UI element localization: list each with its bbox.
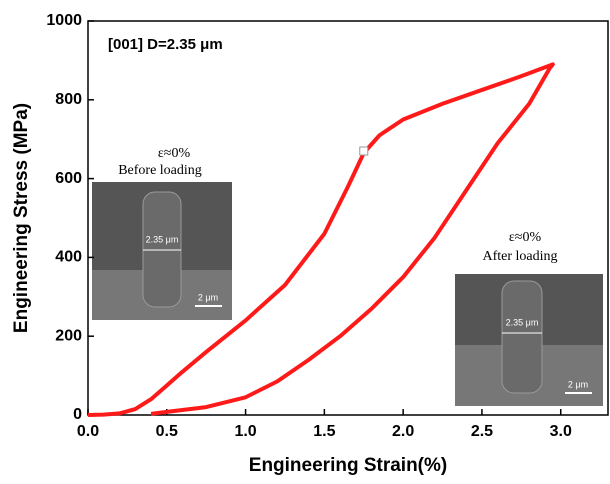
stress-strain-curve [87,62,555,417]
x-tick-label: 3.0 [550,423,572,440]
x-tick-label: 0.5 [156,423,178,440]
y-tick-label: 1000 [46,12,82,29]
inset-label: ε≈0% [509,230,542,245]
y-tick-label: 400 [55,249,82,266]
y-tick-label: 800 [55,91,82,108]
y-tick-label: 200 [55,327,82,344]
inset-label: ε≈0% [158,146,191,161]
pillar [501,280,543,394]
y-tick-label: 0 [73,406,82,423]
width-label: 2.35 μm [146,234,179,244]
plot-frame [87,20,609,416]
x-tick-label: 1.0 [234,423,256,440]
scale-label: 2 μm [568,379,588,389]
y-tick-label: 600 [55,170,82,187]
highlight-marker [359,146,369,156]
inset-caption: After loading [482,249,557,264]
x-tick-label: 2.0 [392,423,414,440]
inset-caption: Before loading [118,163,202,178]
scale-label: 2 μm [198,292,218,302]
inset-before: 2.35 μm 2 μm ε≈0% Before loading [92,146,232,320]
x-axis-title: Engineering Strain(%) [249,455,447,476]
y-axis-title: Engineering Stress (MPa) [11,103,32,333]
inset-after: 2.35 μm 2 μm ε≈0% After loading [455,230,603,406]
x-tick-label: 1.5 [313,423,335,440]
x-tick-label: 0.0 [77,423,99,440]
annotation: [001] D=2.35 μm [108,36,223,53]
x-tick-label: 2.5 [471,423,493,440]
width-label: 2.35 μm [506,317,539,327]
